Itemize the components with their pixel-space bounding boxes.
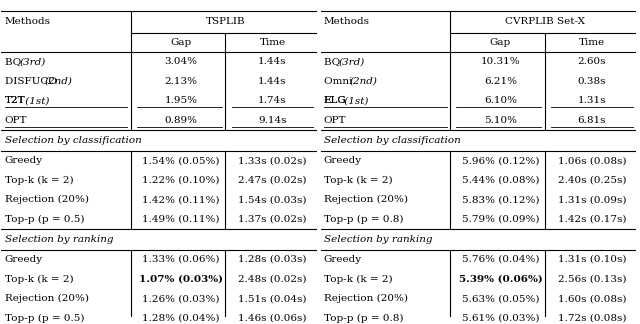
Text: 5.44% (0.08%): 5.44% (0.08%) [461, 176, 539, 185]
Text: 1.95%: 1.95% [164, 97, 198, 105]
Text: Selection by ranking: Selection by ranking [4, 235, 113, 244]
Text: Top-p (p = 0.8): Top-p (p = 0.8) [324, 314, 403, 323]
Text: ELG: ELG [324, 97, 347, 105]
Text: Greedy: Greedy [324, 156, 362, 165]
Text: Rejection (20%): Rejection (20%) [4, 195, 88, 204]
Text: Top-p (p = 0.8): Top-p (p = 0.8) [324, 215, 403, 224]
Text: Top-k (k = 2): Top-k (k = 2) [4, 176, 73, 185]
Text: 1.28s (0.03s): 1.28s (0.03s) [238, 255, 307, 264]
Text: 1.44s: 1.44s [258, 77, 287, 86]
Text: 1.74s: 1.74s [258, 97, 287, 105]
Text: 3.04%: 3.04% [164, 57, 198, 66]
Text: Selection by ranking: Selection by ranking [324, 235, 433, 244]
Text: 5.76% (0.04%): 5.76% (0.04%) [461, 255, 539, 264]
Text: 2.47s (0.02s): 2.47s (0.02s) [238, 176, 307, 185]
Text: Time: Time [579, 38, 605, 47]
Text: 9.14s: 9.14s [258, 116, 287, 125]
Text: Methods: Methods [324, 17, 370, 27]
Text: Omni: Omni [324, 77, 355, 86]
Text: Gap: Gap [490, 38, 511, 47]
Text: (1st): (1st) [341, 97, 368, 105]
Text: Greedy: Greedy [4, 156, 43, 165]
Text: Top-k (k = 2): Top-k (k = 2) [324, 274, 392, 284]
Text: Selection by classification: Selection by classification [4, 136, 141, 145]
Text: 1.51s (0.04s): 1.51s (0.04s) [238, 294, 307, 303]
Text: 1.46s (0.06s): 1.46s (0.06s) [238, 314, 307, 323]
Text: 5.83% (0.12%): 5.83% (0.12%) [461, 195, 539, 204]
Text: TSPLIB: TSPLIB [205, 17, 245, 27]
Text: 1.37s (0.02s): 1.37s (0.02s) [238, 215, 307, 224]
Text: 1.42s (0.17s): 1.42s (0.17s) [557, 215, 626, 224]
Text: (2nd): (2nd) [45, 77, 73, 86]
Text: 2.56s (0.13s): 2.56s (0.13s) [557, 274, 626, 284]
Text: 1.49% (0.11%): 1.49% (0.11%) [142, 215, 220, 224]
Text: 2.40s (0.25s): 2.40s (0.25s) [557, 176, 626, 185]
Text: 1.54% (0.05%): 1.54% (0.05%) [142, 156, 220, 165]
Text: Top-k (k = 2): Top-k (k = 2) [4, 274, 73, 284]
Text: 5.96% (0.12%): 5.96% (0.12%) [461, 156, 539, 165]
Text: T2T: T2T [4, 97, 25, 105]
Text: 2.60s: 2.60s [577, 57, 606, 66]
Text: OPT: OPT [324, 116, 346, 125]
Text: 1.31s (0.09s): 1.31s (0.09s) [557, 195, 626, 204]
Text: CVRPLIB Set-X: CVRPLIB Set-X [504, 17, 584, 27]
Text: 6.81s: 6.81s [577, 116, 606, 125]
Text: 1.44s: 1.44s [258, 57, 287, 66]
Text: ELG: ELG [324, 97, 347, 105]
Text: 0.38s: 0.38s [577, 77, 606, 86]
Text: 1.07% (0.03%): 1.07% (0.03%) [139, 274, 223, 284]
Text: T2T: T2T [4, 97, 25, 105]
Text: Greedy: Greedy [324, 255, 362, 264]
Text: (3rd): (3rd) [339, 57, 365, 66]
Text: Methods: Methods [4, 17, 51, 27]
Text: 1.54s (0.03s): 1.54s (0.03s) [238, 195, 307, 204]
Text: 6.21%: 6.21% [484, 77, 517, 86]
Text: 6.10%: 6.10% [484, 97, 517, 105]
Text: Rejection (20%): Rejection (20%) [324, 195, 408, 204]
Text: (3rd): (3rd) [20, 57, 46, 66]
Text: 5.63% (0.05%): 5.63% (0.05%) [461, 294, 539, 303]
Text: 1.06s (0.08s): 1.06s (0.08s) [557, 156, 626, 165]
Text: 2.13%: 2.13% [164, 77, 198, 86]
Text: 5.10%: 5.10% [484, 116, 517, 125]
Text: 0.89%: 0.89% [164, 116, 198, 125]
Text: Selection by classification: Selection by classification [324, 136, 461, 145]
Text: Top-p (p = 0.5): Top-p (p = 0.5) [4, 314, 84, 323]
Text: Gap: Gap [170, 38, 192, 47]
Text: Top-k (k = 2): Top-k (k = 2) [324, 176, 392, 185]
Text: 1.22% (0.10%): 1.22% (0.10%) [142, 176, 220, 185]
Text: 5.79% (0.09%): 5.79% (0.09%) [461, 215, 539, 224]
Text: (1st): (1st) [22, 97, 49, 105]
Text: 5.39% (0.06%): 5.39% (0.06%) [458, 274, 542, 284]
Text: 1.28% (0.04%): 1.28% (0.04%) [142, 314, 220, 323]
Text: BQ: BQ [4, 57, 24, 66]
Text: Rejection (20%): Rejection (20%) [4, 294, 88, 303]
Text: DISFUCO: DISFUCO [4, 77, 60, 86]
Text: 1.60s (0.08s): 1.60s (0.08s) [557, 294, 626, 303]
Text: 1.33% (0.06%): 1.33% (0.06%) [142, 255, 220, 264]
Text: 1.31s: 1.31s [577, 97, 606, 105]
Text: Top-p (p = 0.5): Top-p (p = 0.5) [4, 215, 84, 224]
Text: OPT: OPT [4, 116, 27, 125]
Text: BQ: BQ [324, 57, 343, 66]
Text: 1.31s (0.10s): 1.31s (0.10s) [557, 255, 626, 264]
Text: 1.72s (0.08s): 1.72s (0.08s) [557, 314, 626, 323]
Text: Rejection (20%): Rejection (20%) [324, 294, 408, 303]
Text: 1.42% (0.11%): 1.42% (0.11%) [142, 195, 220, 204]
Text: 2.48s (0.02s): 2.48s (0.02s) [238, 274, 307, 284]
Text: (2nd): (2nd) [349, 77, 377, 86]
Text: 1.26% (0.03%): 1.26% (0.03%) [142, 294, 220, 303]
Text: Time: Time [259, 38, 285, 47]
Text: 10.31%: 10.31% [481, 57, 520, 66]
Text: 5.61% (0.03%): 5.61% (0.03%) [461, 314, 539, 323]
Text: Greedy: Greedy [4, 255, 43, 264]
Text: 1.33s (0.02s): 1.33s (0.02s) [238, 156, 307, 165]
